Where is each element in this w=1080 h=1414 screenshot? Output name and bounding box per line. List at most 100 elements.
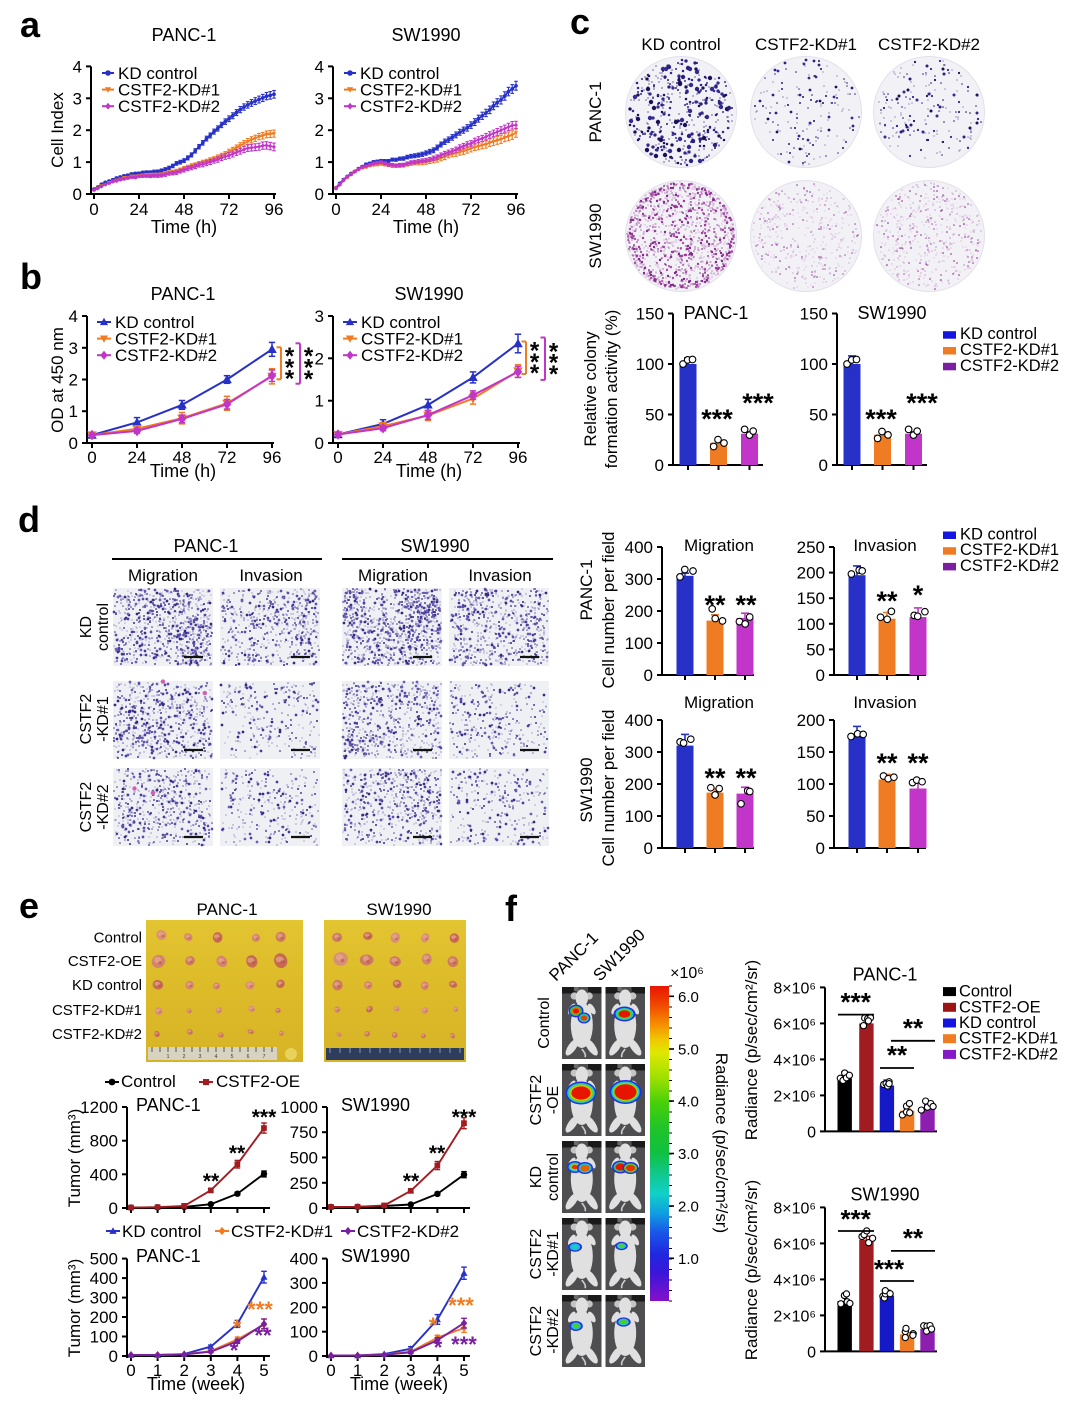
- svg-text:***: ***: [874, 1254, 905, 1284]
- svg-text:200: 200: [797, 564, 825, 583]
- svg-text:0: 0: [807, 1124, 816, 1141]
- svg-text:4: 4: [433, 1361, 442, 1380]
- svg-text:***: ***: [841, 1204, 872, 1234]
- svg-text:**: **: [907, 748, 929, 778]
- svg-text:**: **: [903, 1223, 924, 1253]
- svg-text:*: *: [233, 1315, 242, 1340]
- svg-text:400: 400: [90, 1269, 118, 1288]
- svg-text:SW1990: SW1990: [850, 1184, 919, 1204]
- svg-text:KD control: KD control: [361, 313, 440, 332]
- svg-text:*: *: [530, 360, 540, 387]
- svg-text:PANC-1: PANC-1: [152, 25, 217, 45]
- svg-text:SW1990: SW1990: [366, 900, 431, 919]
- svg-text:CSTF2-KD#2: CSTF2-KD#2: [52, 1026, 142, 1043]
- svg-text:-OE: -OE: [545, 1086, 562, 1114]
- svg-text:5.0: 5.0: [678, 1042, 699, 1059]
- svg-text:OD at 450 nm: OD at 450 nm: [48, 327, 67, 433]
- svg-text:150: 150: [797, 589, 825, 608]
- svg-text:1: 1: [315, 153, 324, 172]
- svg-text:KD control: KD control: [960, 526, 1037, 544]
- svg-text:2: 2: [379, 1361, 388, 1380]
- svg-text:SW1990: SW1990: [857, 303, 926, 323]
- svg-text:0: 0: [109, 1199, 118, 1218]
- svg-text:4.0: 4.0: [678, 1094, 699, 1111]
- svg-text:d: d: [18, 499, 40, 540]
- svg-text:72: 72: [220, 200, 239, 219]
- svg-text:0: 0: [309, 1199, 318, 1218]
- svg-text:48: 48: [419, 448, 438, 467]
- svg-text:KD control: KD control: [360, 64, 439, 83]
- svg-text:-KD#1: -KD#1: [95, 696, 112, 741]
- svg-text:CSTF2-OE: CSTF2-OE: [959, 998, 1041, 1016]
- svg-text:SW1990: SW1990: [586, 203, 605, 268]
- svg-text:b: b: [20, 256, 42, 297]
- svg-text:Invasion: Invasion: [853, 693, 916, 712]
- svg-text:CSTF2: CSTF2: [528, 1229, 545, 1280]
- svg-text:**: **: [735, 590, 757, 620]
- svg-text:24: 24: [130, 200, 149, 219]
- svg-text:CSTF2-KD#2: CSTF2-KD#2: [960, 357, 1059, 375]
- svg-text:48: 48: [173, 448, 192, 467]
- svg-text:Radiance (p/sec/cm²/sr): Radiance (p/sec/cm²/sr): [712, 1053, 731, 1233]
- svg-text:SW1990: SW1990: [341, 1095, 410, 1115]
- svg-text:CSTF2-KD#2: CSTF2-KD#2: [115, 346, 217, 365]
- svg-text:4×10⁶: 4×10⁶: [773, 1052, 816, 1069]
- svg-text:200: 200: [797, 711, 825, 730]
- svg-text:7: 7: [263, 1054, 266, 1060]
- svg-text:Migration: Migration: [128, 566, 198, 585]
- svg-text:500: 500: [290, 1149, 318, 1168]
- svg-text:3: 3: [206, 1361, 215, 1380]
- svg-text:400: 400: [90, 1165, 118, 1184]
- svg-text:*: *: [429, 1313, 438, 1338]
- svg-text:**: **: [876, 586, 898, 616]
- svg-text:PANC-1: PANC-1: [853, 964, 918, 984]
- svg-text:50: 50: [806, 640, 825, 659]
- svg-text:400: 400: [625, 538, 653, 557]
- svg-text:CSTF2-KD#1: CSTF2-KD#1: [361, 330, 463, 349]
- svg-text:Time (h): Time (h): [150, 461, 216, 481]
- svg-text:*: *: [230, 1338, 239, 1363]
- svg-text:Radiance (p/sec/cm²/sr): Radiance (p/sec/cm²/sr): [742, 1180, 761, 1360]
- svg-text:CSTF2-KD#1: CSTF2-KD#1: [115, 330, 217, 349]
- svg-text:100: 100: [797, 615, 825, 634]
- svg-text:400: 400: [625, 711, 653, 730]
- svg-text:2: 2: [73, 121, 82, 140]
- svg-text:Tumor (mm³): Tumor (mm³): [65, 1109, 84, 1208]
- svg-text:Control: Control: [121, 1072, 176, 1091]
- svg-text:Time (h): Time (h): [393, 217, 459, 237]
- svg-text:Time (week): Time (week): [350, 1374, 448, 1394]
- svg-text:0: 0: [333, 448, 342, 467]
- svg-text:1: 1: [69, 402, 78, 421]
- svg-text:3.0: 3.0: [678, 1146, 699, 1163]
- svg-text:1.0: 1.0: [678, 1251, 699, 1268]
- svg-text:0: 0: [816, 839, 825, 858]
- svg-text:0: 0: [109, 1347, 118, 1366]
- svg-text:3: 3: [69, 339, 78, 358]
- svg-text:72: 72: [464, 448, 483, 467]
- svg-text:300: 300: [90, 1289, 118, 1308]
- svg-text:250: 250: [797, 538, 825, 557]
- svg-text:control: control: [545, 1153, 562, 1201]
- svg-text:Invasion: Invasion: [468, 566, 531, 585]
- svg-text:4×10⁶: 4×10⁶: [773, 1272, 816, 1289]
- svg-text:*: *: [285, 366, 295, 393]
- svg-text:1200: 1200: [80, 1098, 118, 1117]
- svg-text:0: 0: [326, 1361, 335, 1380]
- svg-text:KD control: KD control: [122, 1222, 201, 1241]
- svg-text:CSTF2-KD#2: CSTF2-KD#2: [878, 35, 980, 54]
- svg-text:*: *: [434, 1335, 443, 1360]
- svg-text:8×10⁶: 8×10⁶: [773, 980, 816, 997]
- svg-text:SW1990: SW1990: [589, 925, 649, 985]
- svg-text:5: 5: [259, 1361, 268, 1380]
- svg-text:500: 500: [90, 1250, 118, 1269]
- svg-text:**: **: [203, 1170, 220, 1193]
- svg-text:**: **: [429, 1142, 446, 1165]
- svg-text:SW1990: SW1990: [400, 536, 469, 556]
- svg-text:4: 4: [73, 57, 82, 76]
- svg-text:0: 0: [807, 1344, 816, 1361]
- svg-text:***: ***: [252, 1106, 277, 1129]
- svg-text:Control: Control: [94, 930, 142, 947]
- svg-text:2.0: 2.0: [678, 1199, 699, 1216]
- svg-text:**: **: [403, 1170, 420, 1193]
- svg-text:**: **: [254, 1323, 272, 1348]
